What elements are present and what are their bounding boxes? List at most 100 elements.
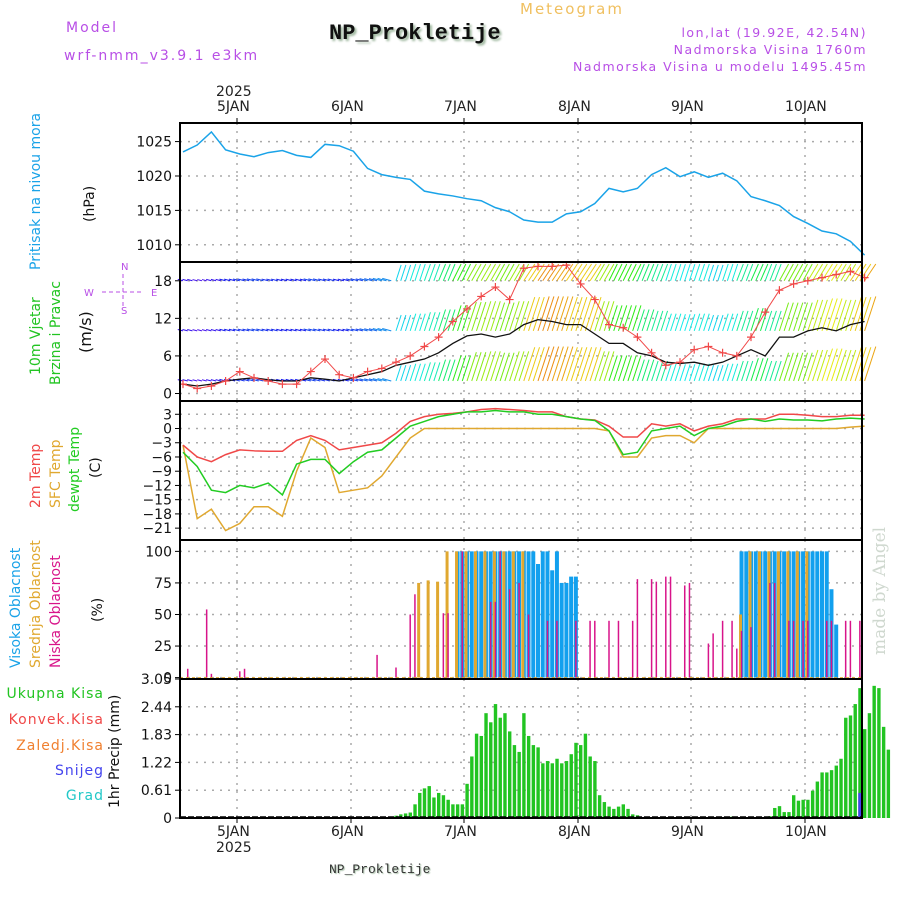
wind-barb [270,278,278,282]
top-day-label: 9JAN [671,99,704,115]
cloud-bar [688,582,691,678]
wind-barb [513,351,525,382]
wind-barb [537,346,550,382]
cloud-bar [569,576,574,678]
precip-bar [867,713,872,818]
wind-gust-marker [221,376,230,385]
wind-barb [246,378,255,382]
wind-barb [400,314,407,332]
cloud-bar [521,551,525,678]
precip-bar [418,792,422,818]
y-tick-label: 18 [154,274,172,290]
cloud-bar [825,620,828,678]
legend-frz-rain: Zaledj.Kisa [16,738,104,754]
wind-barb [299,278,307,282]
wind-barb [665,263,672,281]
precip-bar [432,797,436,818]
wind-barb [717,314,724,332]
wind-gust-marker [803,276,812,285]
wind-barb [636,359,645,382]
wind-gust-marker [406,351,415,360]
wind-barb [337,278,345,282]
wind-barb [774,263,782,281]
precip-bar [773,807,777,818]
wind-barb [509,351,520,382]
wind-barb [350,278,359,282]
wind-barb [232,278,240,282]
model-elevation-label: Nadmorska Visina u modelu 1495.45m [573,59,867,74]
wind-barb [570,296,583,332]
wind-barb [419,263,426,281]
cloud-bar [773,582,776,678]
precip-bar [574,742,578,818]
wind-gust-marker [704,342,713,351]
wind-barb [641,359,650,382]
wind-barb [684,314,691,332]
wind-barb [290,328,297,332]
wind-barb [551,346,564,382]
cloud-bar [489,601,492,678]
wind-barb [438,309,447,332]
wind-barb [504,302,515,332]
wind-barb [760,263,769,281]
wind-barb [224,278,231,282]
wind-barb [722,263,729,281]
wind-barb [551,296,564,332]
y-tick-label: −21 [142,521,172,537]
precip-bar [607,806,611,818]
wind-barb [830,298,843,332]
wind-barb [854,347,867,382]
compass-rose: N S W E [84,262,164,322]
wind-barb [197,379,203,382]
wind-barb [409,313,417,332]
wind-barb [228,278,236,282]
cloud-bar [608,620,610,678]
wind-barb [679,364,686,382]
lonlat-label: lon,lat (19.92E, 42.54N) [681,25,867,40]
cloud-bar [859,620,861,678]
wind-barb [688,364,696,382]
wind-gust-marker [235,367,244,376]
wind-barb [693,313,701,332]
wind-gust-marker [832,270,841,279]
wind-barb [359,378,368,382]
wind-barb [703,313,710,332]
wind-barb [580,347,593,382]
wind-barb [849,347,862,382]
cloud-bar [546,620,549,678]
wind-barb [337,328,345,332]
wind-barb [215,329,221,332]
precip-bar [441,795,446,818]
cloud-bar [721,620,724,678]
cloud-bar [631,620,634,678]
wind-barb [438,263,447,281]
wind-barb [509,301,520,332]
wind-barb [764,360,773,382]
wind-gust-marker [718,348,727,357]
wind-barb [368,378,378,382]
wind-barb [280,328,288,332]
wind-barb [485,301,497,332]
wind-barb [192,379,198,382]
wind-barb [499,263,510,282]
cloud-bar [748,551,752,678]
wind-barb [613,263,623,282]
wind-barb [442,309,451,332]
wind-barb [313,378,321,382]
precip-bar [437,792,441,818]
wind-barb [499,302,510,332]
wind-barb [679,314,686,332]
wind-barb [308,278,316,282]
precip-bar [422,788,427,818]
wind-barb [423,362,431,382]
wind-barb [322,328,330,332]
wind-barb [717,364,724,382]
wind-barb [372,277,382,282]
cloud-bar [669,576,672,678]
wind-barb [769,263,777,281]
wind-barb [476,263,487,282]
wind-barb [295,278,302,282]
wind-barb [594,263,605,282]
wind-barb [594,351,605,382]
wind-gust-marker [647,348,656,357]
